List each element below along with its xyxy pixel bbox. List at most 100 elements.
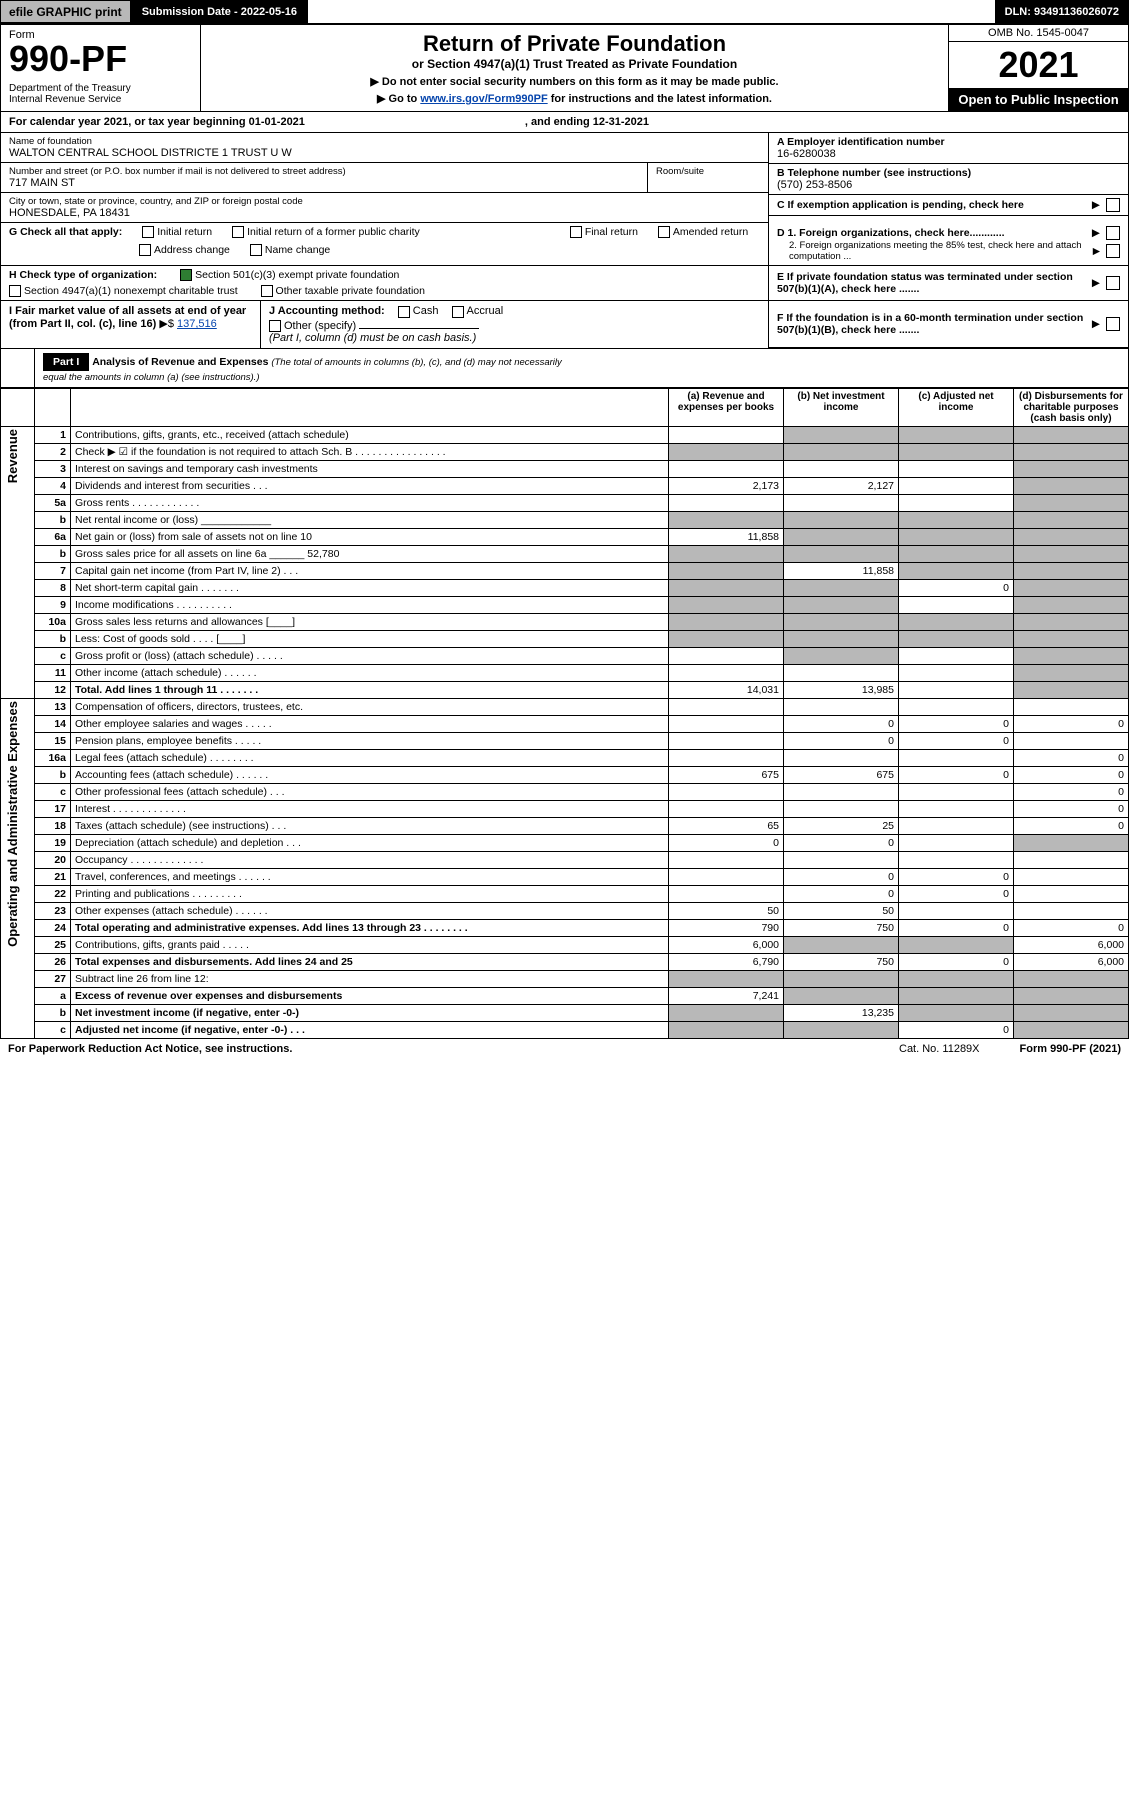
d1-row: D 1. Foreign organizations, check here..… bbox=[777, 226, 1120, 240]
value-cell-a bbox=[669, 460, 784, 477]
line-number: b bbox=[35, 511, 71, 528]
value-cell-b bbox=[784, 460, 899, 477]
line-number: 21 bbox=[35, 868, 71, 885]
line-description: Total. Add lines 1 through 11 . . . . . … bbox=[71, 681, 669, 698]
table-row: 9Income modifications . . . . . . . . . … bbox=[1, 596, 1129, 613]
value-cell-d: 0 bbox=[1014, 919, 1129, 936]
value-cell-a: 6,790 bbox=[669, 953, 784, 970]
street-address: 717 MAIN ST bbox=[9, 177, 639, 189]
h-4947-checkbox[interactable] bbox=[9, 285, 21, 297]
value-cell-d: 6,000 bbox=[1014, 953, 1129, 970]
arrow-icon: ▶ bbox=[1092, 318, 1100, 330]
j-accrual-checkbox[interactable] bbox=[452, 306, 464, 318]
table-row: 14Other employee salaries and wages . . … bbox=[1, 715, 1129, 732]
table-row: 19Depreciation (attach schedule) and dep… bbox=[1, 834, 1129, 851]
value-cell-d bbox=[1014, 851, 1129, 868]
line-description: Total operating and administrative expen… bbox=[71, 919, 669, 936]
value-cell-a bbox=[669, 783, 784, 800]
table-row: 21Travel, conferences, and meetings . . … bbox=[1, 868, 1129, 885]
value-cell-a bbox=[669, 426, 784, 443]
line-description: Taxes (attach schedule) (see instruction… bbox=[71, 817, 669, 834]
fmv-value: 137,516 bbox=[177, 318, 217, 330]
value-cell-d bbox=[1014, 868, 1129, 885]
line-description: Net gain or (loss) from sale of assets n… bbox=[71, 528, 669, 545]
form-ref: Form 990-PF (2021) bbox=[1020, 1043, 1121, 1055]
g-address-checkbox[interactable] bbox=[139, 244, 151, 256]
value-cell-d bbox=[1014, 732, 1129, 749]
h-label: H Check type of organization: bbox=[9, 269, 157, 281]
table-row: 6aNet gain or (loss) from sale of assets… bbox=[1, 528, 1129, 545]
c-checkbox[interactable] bbox=[1106, 198, 1120, 212]
g-initial-former-checkbox[interactable] bbox=[232, 226, 244, 238]
line-number: 8 bbox=[35, 579, 71, 596]
line-description: Pension plans, employee benefits . . . .… bbox=[71, 732, 669, 749]
line-number: 4 bbox=[35, 477, 71, 494]
line-description: Total expenses and disbursements. Add li… bbox=[71, 953, 669, 970]
line-description: Less: Cost of goods sold . . . . [____] bbox=[71, 630, 669, 647]
g-amended-checkbox[interactable] bbox=[658, 226, 670, 238]
arrow-icon: ▶ bbox=[1093, 246, 1100, 257]
value-cell-d bbox=[1014, 630, 1129, 647]
f-checkbox[interactable] bbox=[1106, 317, 1120, 331]
value-cell-c: 0 bbox=[899, 953, 1014, 970]
value-cell-c bbox=[899, 460, 1014, 477]
value-cell-d bbox=[1014, 596, 1129, 613]
arrow-icon: ▶ bbox=[1092, 227, 1100, 239]
part1-header-row: Part I Analysis of Revenue and Expenses … bbox=[0, 349, 1129, 388]
omb-number: OMB No. 1545-0047 bbox=[949, 25, 1128, 42]
j-other-checkbox[interactable] bbox=[269, 320, 281, 332]
section-i: I Fair market value of all assets at end… bbox=[1, 301, 261, 347]
line-description: Other expenses (attach schedule) . . . .… bbox=[71, 902, 669, 919]
value-cell-a bbox=[669, 613, 784, 630]
room-label: Room/suite bbox=[656, 166, 760, 177]
j-note: (Part I, column (d) must be on cash basi… bbox=[269, 332, 760, 344]
calendar-begin: For calendar year 2021, or tax year begi… bbox=[9, 116, 305, 128]
d2-checkbox[interactable] bbox=[1106, 244, 1120, 258]
value-cell-a bbox=[669, 494, 784, 511]
arrow-icon: ▶ bbox=[1092, 199, 1100, 211]
g-final-checkbox[interactable] bbox=[570, 226, 582, 238]
section-h: H Check type of organization: Section 50… bbox=[9, 269, 760, 281]
d2-label: 2. Foreign organizations meeting the 85%… bbox=[777, 240, 1093, 262]
table-row: cGross profit or (loss) (attach schedule… bbox=[1, 647, 1129, 664]
g-opt-3: Amended return bbox=[673, 226, 748, 238]
g-label: G Check all that apply: bbox=[9, 226, 122, 238]
d1-checkbox[interactable] bbox=[1106, 226, 1120, 240]
line-description: Depreciation (attach schedule) and deple… bbox=[71, 834, 669, 851]
value-cell-b bbox=[784, 851, 899, 868]
table-row: Revenue1Contributions, gifts, grants, et… bbox=[1, 426, 1129, 443]
h-other-checkbox[interactable] bbox=[261, 285, 273, 297]
line-number: a bbox=[35, 987, 71, 1004]
line-number: 7 bbox=[35, 562, 71, 579]
value-cell-a: 50 bbox=[669, 902, 784, 919]
table-row: Operating and Administrative Expenses13C… bbox=[1, 698, 1129, 715]
name-label: Name of foundation bbox=[9, 136, 760, 147]
submission-date: Submission Date - 2022-05-16 bbox=[131, 0, 308, 23]
open-public-badge: Open to Public Inspection bbox=[949, 88, 1128, 111]
value-cell-b: 0 bbox=[784, 834, 899, 851]
efile-print-button[interactable]: efile GRAPHIC print bbox=[0, 0, 131, 23]
value-cell-d bbox=[1014, 579, 1129, 596]
line-number: 1 bbox=[35, 426, 71, 443]
col-b-header: (b) Net investment income bbox=[784, 388, 899, 426]
g-opt-2: Final return bbox=[585, 226, 638, 238]
irs-link[interactable]: www.irs.gov/Form990PF bbox=[420, 93, 547, 105]
form-title-block: Return of Private Foundation or Section … bbox=[201, 25, 948, 111]
calendar-year-row: For calendar year 2021, or tax year begi… bbox=[0, 112, 1129, 133]
value-cell-d bbox=[1014, 647, 1129, 664]
g-name-checkbox[interactable] bbox=[250, 244, 262, 256]
h-501c3-checkbox[interactable] bbox=[180, 269, 192, 281]
e-checkbox[interactable] bbox=[1106, 276, 1120, 290]
g-d-row: G Check all that apply: Initial return I… bbox=[0, 223, 1129, 266]
value-cell-a bbox=[669, 596, 784, 613]
value-cell-a bbox=[669, 647, 784, 664]
line-description: Other professional fees (attach schedule… bbox=[71, 783, 669, 800]
g-initial-checkbox[interactable] bbox=[142, 226, 154, 238]
value-cell-a bbox=[669, 800, 784, 817]
table-row: cAdjusted net income (if negative, enter… bbox=[1, 1021, 1129, 1038]
line-number: b bbox=[35, 1004, 71, 1021]
line-number: 6a bbox=[35, 528, 71, 545]
value-cell-b: 0 bbox=[784, 715, 899, 732]
j-cash-checkbox[interactable] bbox=[398, 306, 410, 318]
value-cell-a bbox=[669, 851, 784, 868]
